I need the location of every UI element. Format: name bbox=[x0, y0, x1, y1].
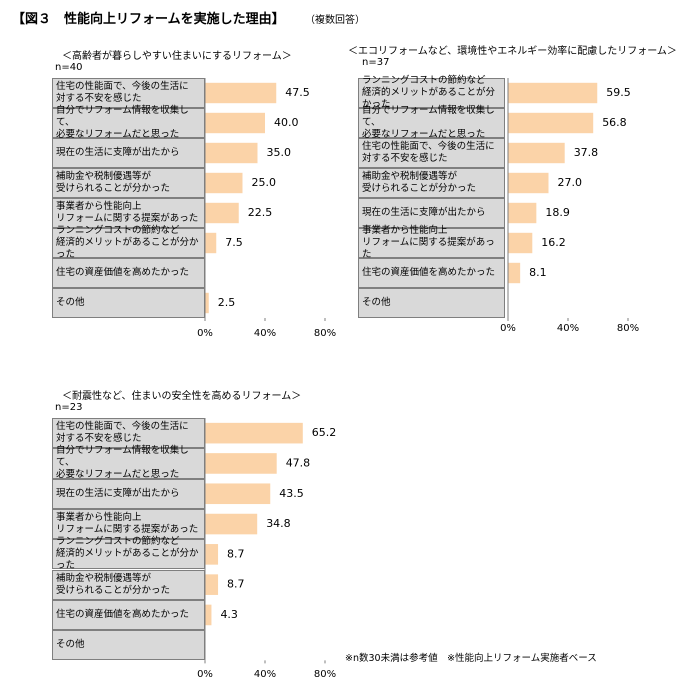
value-label: 27.0 bbox=[558, 176, 583, 189]
value-label: 47.8 bbox=[286, 456, 311, 469]
value-label: 43.5 bbox=[279, 487, 304, 500]
category-label: 住宅の資産価値を高めたかった bbox=[52, 599, 205, 631]
value-label: 16.2 bbox=[541, 236, 566, 249]
value-label: 8.7 bbox=[227, 578, 245, 591]
sample-size: n=23 bbox=[55, 402, 83, 413]
value-label: 37.8 bbox=[574, 146, 599, 159]
value-label: 4.3 bbox=[220, 608, 238, 621]
value-label: 2.5 bbox=[218, 296, 236, 309]
bar bbox=[205, 483, 271, 505]
category-label: 補助金や税制優遇等が 受けられることが分かった bbox=[358, 168, 505, 198]
x-tick-label: 0% bbox=[197, 328, 213, 339]
value-label: 25.0 bbox=[252, 176, 277, 189]
bar bbox=[508, 202, 537, 224]
category-label: その他 bbox=[52, 630, 205, 661]
category-label: 自分でリフォーム情報を収集して、 必要なリフォームだと思った bbox=[52, 445, 205, 480]
category-label: 補助金や税制優遇等が 受けられることが分かった bbox=[52, 168, 205, 198]
sample-size: n=37 bbox=[362, 57, 390, 68]
bar bbox=[205, 574, 219, 595]
value-label: 56.8 bbox=[602, 116, 627, 129]
value-label: 59.5 bbox=[606, 86, 631, 99]
x-tick-label: 80% bbox=[617, 323, 639, 334]
category-label: 現在の生活に支障が出たから bbox=[52, 138, 205, 168]
x-tick-label: 40% bbox=[254, 669, 276, 680]
figure-note: （複数回答） bbox=[305, 15, 365, 26]
category-label: 事業者から性能向上 リフォームに関する提案があった bbox=[358, 225, 505, 260]
bar bbox=[205, 453, 277, 474]
panel-subtitle: ＜高齢者が暮らしやすい住まいにするリフォーム＞ bbox=[62, 51, 292, 62]
value-label: 7.5 bbox=[225, 236, 243, 249]
bar bbox=[205, 604, 212, 626]
category-label: 事業者から性能向上 リフォームに関する提案があった bbox=[52, 508, 205, 540]
value-label: 22.5 bbox=[248, 206, 273, 219]
value-label: 8.7 bbox=[227, 547, 245, 560]
category-label: 現在の生活に支障が出たから bbox=[358, 198, 505, 228]
bar bbox=[205, 544, 219, 565]
bar bbox=[205, 112, 265, 134]
x-tick-label: 80% bbox=[314, 328, 336, 339]
footnote: ※n数30未満は参考値 ※性能向上リフォーム実施者ベース bbox=[345, 653, 597, 664]
bar bbox=[508, 112, 594, 134]
category-label: 住宅の性能面で、今後の生活に 対する不安を感じた bbox=[358, 138, 505, 168]
panel-subtitle: ＜エコリフォームなど、環境性やエネルギー効率に配慮したリフォーム＞ bbox=[348, 46, 677, 57]
category-label: ランニングコストの節約など 経済的メリットがあることが分かった bbox=[358, 75, 505, 110]
bar bbox=[205, 513, 258, 535]
category-label: 住宅の性能面で、今後の生活に 対する不安を感じた bbox=[52, 78, 205, 108]
panel-subtitle: ＜耐震性など、住まいの安全性を高めるリフォーム＞ bbox=[62, 391, 302, 402]
value-label: 65.2 bbox=[312, 426, 337, 439]
bar bbox=[508, 172, 549, 194]
bar bbox=[205, 172, 243, 194]
category-label: 現在の生活に支障が出たから bbox=[52, 478, 205, 509]
bar bbox=[205, 422, 303, 444]
value-label: 34.8 bbox=[266, 517, 291, 530]
sample-size: n=40 bbox=[55, 62, 83, 73]
value-label: 35.0 bbox=[267, 146, 292, 159]
bar bbox=[205, 202, 239, 224]
category-label: 自分でリフォーム情報を収集して、 必要なリフォームだと思った bbox=[358, 105, 505, 140]
bar bbox=[508, 232, 533, 254]
bar bbox=[508, 82, 598, 104]
x-tick-label: 0% bbox=[197, 669, 213, 680]
value-label: 8.1 bbox=[529, 266, 547, 279]
x-tick-label: 40% bbox=[557, 323, 579, 334]
bar bbox=[205, 232, 217, 254]
value-label: 40.0 bbox=[274, 116, 299, 129]
bar bbox=[205, 142, 258, 164]
value-label: 18.9 bbox=[545, 206, 570, 219]
category-label: 住宅の資産価値を高めたかった bbox=[52, 258, 205, 288]
category-label: 住宅の性能面で、今後の生活に 対する不安を感じた bbox=[52, 418, 205, 449]
bar bbox=[205, 292, 209, 314]
category-label: 住宅の資産価値を高めたかった bbox=[358, 258, 505, 288]
bar bbox=[508, 262, 521, 284]
bar bbox=[205, 82, 277, 104]
figure-title: 【図３ 性能向上リフォームを実施した理由】 bbox=[12, 12, 285, 27]
category-label: 補助金や税制優遇等が 受けられることが分かった bbox=[52, 569, 205, 600]
x-tick-label: 0% bbox=[500, 323, 516, 334]
category-label: ランニングコストの節約など 経済的メリットがあることが分かった bbox=[52, 225, 205, 260]
bar bbox=[508, 142, 565, 164]
category-label: 事業者から性能向上 リフォームに関する提案があった bbox=[52, 198, 205, 228]
value-label: 47.5 bbox=[285, 86, 310, 99]
category-label: 自分でリフォーム情報を収集して、 必要なリフォームだと思った bbox=[52, 105, 205, 140]
category-label: その他 bbox=[52, 288, 205, 318]
x-tick-label: 40% bbox=[254, 328, 276, 339]
category-label: ランニングコストの節約など 経済的メリットがあることが分かった bbox=[52, 536, 205, 571]
x-tick-label: 80% bbox=[314, 669, 336, 680]
category-label: その他 bbox=[358, 288, 505, 318]
